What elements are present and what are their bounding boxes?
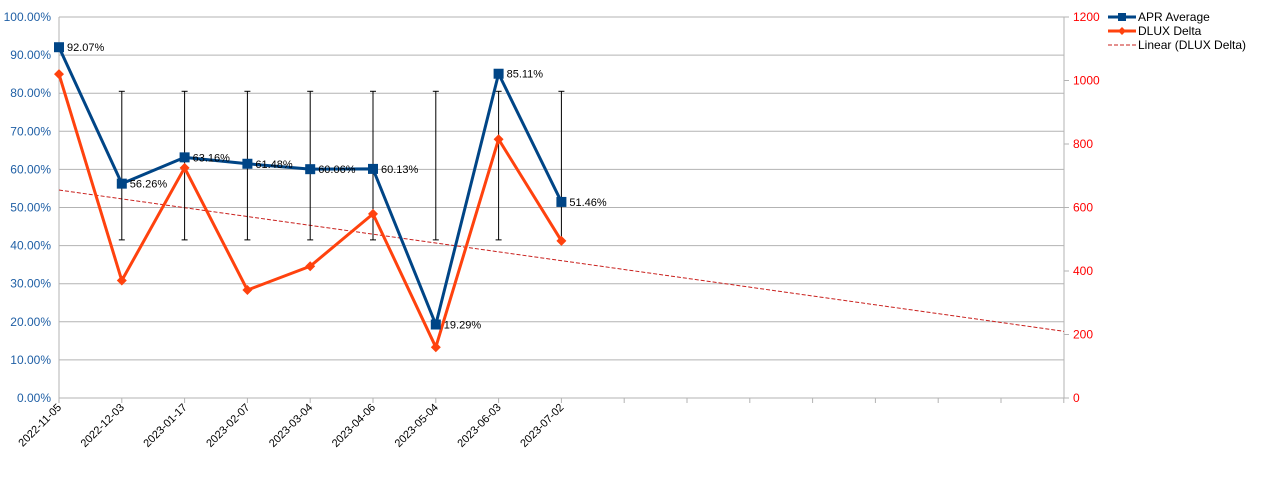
data-label: 19.29% [444,320,482,332]
diamond-marker [368,208,378,219]
data-labels: 92.07% 56.26% 63.16% 61.48% 60.06% 60.13% 19.2… [67,42,607,331]
square-marker [242,158,253,169]
legend-label: APR Average [1138,10,1210,24]
data-label: 85.11% [507,69,544,81]
x-tick-label: 2022-12-03 [79,402,127,450]
y-left-tick-label: 70.00% [10,124,51,138]
x-tick-label: 2023-02-07 [204,402,252,450]
x-tick-label: 2023-04-06 [330,402,378,450]
y-left-tick-label: 60.00% [10,162,51,176]
y-right-tick-label: 600 [1073,201,1093,215]
x-tick-label: 2023-05-04 [393,402,441,450]
x-axis-ticks: 2022-11-05 2022-12-03 2023-01-17 2023-02-07… [16,402,566,450]
y-left-tick-label: 20.00% [10,315,51,329]
data-label: 60.13% [381,164,419,176]
x-tick-label: 2023-07-02 [518,402,566,450]
diamond-marker [305,261,316,272]
square-marker [54,42,64,53]
square-marker [368,163,378,174]
left-axis-ticks: 0.00% 10.00% 20.00% 30.00% 40.00% 50.00% 60.00… [4,10,52,405]
square-marker [493,68,504,79]
square-marker [116,178,127,189]
x-tick-label: 2022-11-05 [16,402,64,450]
y-right-tick-label: 1000 [1073,74,1100,88]
diamond-marker [116,275,127,286]
y-right-tick-label: 200 [1073,328,1093,342]
diamond-marker [493,134,504,145]
diamond-marker [179,162,190,173]
y-left-tick-label: 50.00% [10,201,51,215]
square-marker [430,319,441,330]
legend-square-marker [1118,13,1126,21]
y-left-tick-label: 0.00% [17,391,51,405]
y-right-tick-label: 0 [1073,391,1080,405]
data-label: 56.26% [130,179,168,191]
legend-label: Linear (DLUX Delta) [1138,38,1246,52]
square-marker [305,164,316,175]
y-left-tick-label: 90.00% [10,48,51,62]
axes [58,16,1069,403]
diamond-marker [430,342,441,353]
data-label: 51.46% [569,197,607,209]
square-marker [556,196,567,207]
diamond-marker [556,235,567,246]
right-axis-ticks: 0 200 400 600 800 1000 1200 [1073,10,1100,405]
y-right-tick-label: 1200 [1073,10,1100,24]
y-right-tick-label: 400 [1073,264,1093,278]
square-marker [179,152,190,163]
x-tick-label: 2023-01-17 [141,402,189,450]
legend-label: DLUX Delta [1138,24,1202,38]
legend-diamond-marker [1118,27,1126,35]
data-label: 60.06% [318,164,356,176]
trendline-line [58,189,1065,332]
y-left-tick-label: 80.00% [10,86,51,100]
y-left-tick-label: 40.00% [10,239,51,253]
x-tick-label: 2023-03-04 [267,402,315,450]
diamond-marker [242,285,253,296]
data-label: 92.07% [67,42,105,54]
series-apr-average [54,42,567,330]
y-right-tick-label: 800 [1073,137,1093,151]
data-label: 63.16% [193,152,231,164]
series-dlux-delta [54,69,567,353]
data-label: 61.48% [255,159,293,171]
diamond-marker [54,69,64,80]
y-left-tick-label: 10.00% [10,353,51,367]
y-left-tick-label: 100.00% [4,10,52,24]
trendline [58,189,1065,332]
y-left-tick-label: 30.00% [10,277,51,291]
x-tick-label: 2023-06-03 [455,402,503,450]
